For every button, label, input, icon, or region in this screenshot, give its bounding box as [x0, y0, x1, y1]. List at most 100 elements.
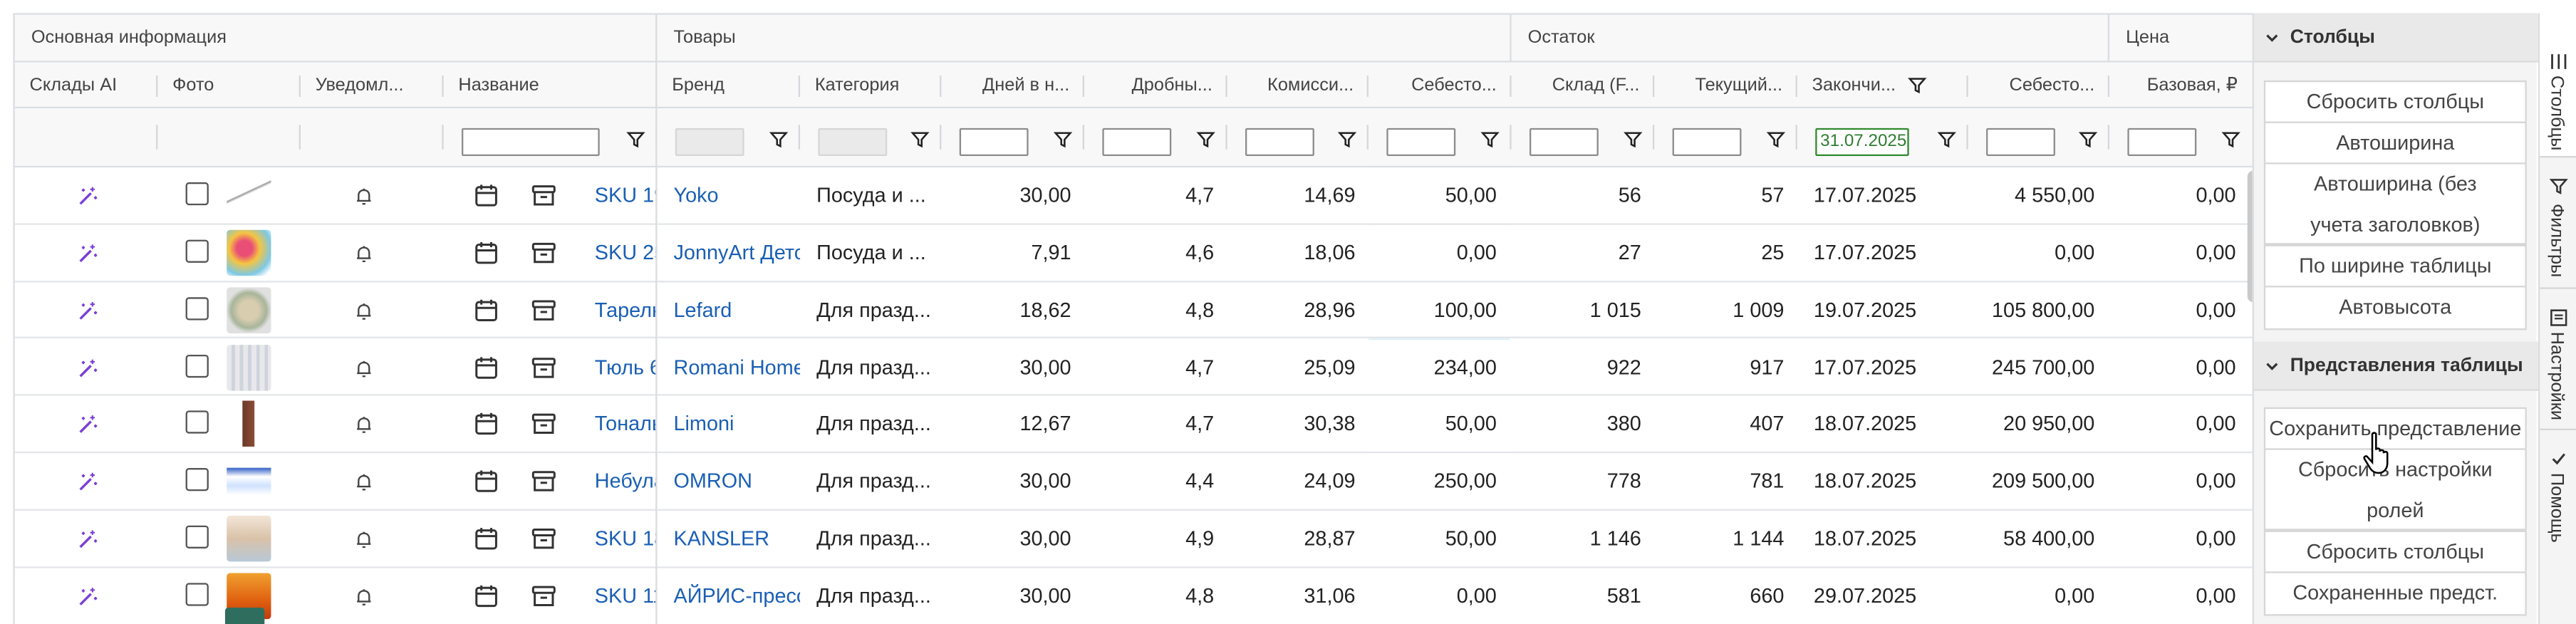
archive-icon[interactable] — [531, 354, 557, 380]
magic-wand-icon[interactable] — [77, 529, 98, 551]
columns-section-header[interactable]: Столбцы — [2253, 13, 2538, 63]
column-resize-handle[interactable] — [298, 76, 301, 98]
column-resize-handle[interactable] — [1366, 76, 1368, 98]
filter-button-icon[interactable] — [769, 130, 789, 150]
filter-input-ends[interactable]: 31.07.2025 — [1815, 128, 1909, 157]
column-resize-handle[interactable] — [1652, 76, 1655, 98]
filter-button-icon[interactable] — [1196, 130, 1216, 150]
filter-input-stock_f[interactable] — [1529, 128, 1599, 157]
product-thumbnail[interactable] — [227, 286, 271, 333]
fit-table-width-button[interactable]: По ширине таблицы — [2263, 244, 2527, 288]
column-resize-handle[interactable] — [2107, 76, 2110, 98]
archive-icon[interactable] — [531, 239, 557, 266]
calendar-icon[interactable] — [473, 469, 499, 495]
magic-wand-icon[interactable] — [77, 300, 98, 321]
tab-columns[interactable]: Столбцы — [2540, 13, 2576, 158]
filter-button-icon[interactable] — [1766, 130, 1786, 150]
saved-views-button[interactable]: Сохраненные предст. — [2263, 571, 2527, 615]
filter-input-days[interactable] — [959, 128, 1029, 157]
column-resize-handle[interactable] — [1225, 76, 1227, 98]
column-header-warehouses_ai[interactable]: Склады AI — [29, 76, 118, 95]
bell-icon[interactable] — [353, 586, 375, 608]
table-row[interactable]: SKU 11 АЙРИС-пресс Для празд... 30,00 4,8 31,… — [14, 568, 2253, 624]
reset-role-settings-button[interactable]: Сбросить настройки ролей — [2263, 448, 2527, 531]
column-resize-handle[interactable] — [1795, 76, 1797, 98]
column-resize-handle[interactable] — [798, 76, 801, 98]
column-resize-handle[interactable] — [1082, 76, 1085, 98]
table-row[interactable]: SKU 25 JonnyArt Детс Посуда и ... 7,91 4,6 18… — [14, 224, 2253, 282]
cell-name[interactable]: SKU 11 — [594, 584, 658, 608]
column-resize-handle[interactable] — [1966, 76, 1968, 98]
tab-filters[interactable]: Фильтры — [2540, 157, 2576, 289]
filter-input-base_price[interactable] — [2127, 128, 2197, 157]
filter-input-name[interactable] — [462, 128, 600, 157]
product-thumbnail[interactable] — [227, 229, 271, 276]
vertical-scrollbar[interactable] — [2247, 170, 2253, 303]
auto-width-no-headers-button[interactable]: Автоширина (без учета заголовков) — [2263, 162, 2527, 245]
product-thumbnail[interactable] — [227, 458, 271, 505]
reset-columns-button[interactable]: Сбросить столбцы — [2263, 80, 2527, 125]
header-filter-active-icon[interactable] — [1907, 76, 1927, 95]
cell-brand[interactable]: JonnyArt Детс — [673, 241, 801, 264]
row-checkbox[interactable] — [185, 525, 209, 549]
calendar-icon[interactable] — [473, 354, 499, 380]
row-checkbox[interactable] — [185, 411, 209, 435]
cell-name[interactable]: SKU 19 — [594, 184, 658, 207]
column-header-photo[interactable]: Фото — [172, 76, 214, 95]
archive-icon[interactable] — [531, 411, 557, 437]
column-header-name[interactable]: Название — [458, 76, 539, 95]
column-resize-handle[interactable] — [156, 76, 158, 98]
column-header-fraction[interactable]: Дробны... — [1131, 76, 1212, 95]
magic-wand-icon[interactable] — [77, 415, 98, 436]
column-header-notify[interactable]: Уведомл... — [315, 76, 404, 95]
table-row[interactable]: Небула OMRON Для празд... 30,00 4,4 24,09 250,… — [14, 453, 2253, 511]
column-header-category[interactable]: Категория — [814, 76, 900, 95]
filter-button-icon[interactable] — [2221, 130, 2241, 150]
filter-button-icon[interactable] — [626, 130, 646, 150]
calendar-icon[interactable] — [473, 411, 499, 437]
calendar-icon[interactable] — [473, 526, 499, 552]
cell-brand[interactable]: Limoni — [673, 412, 734, 436]
column-header-ends[interactable]: Закончи... — [1812, 76, 1896, 95]
row-checkbox[interactable] — [185, 468, 209, 492]
cell-name[interactable]: Тональ — [594, 412, 658, 436]
calendar-icon[interactable] — [473, 583, 499, 609]
table-row[interactable]: SKU 19 Yoko Посуда и ... 30,00 4,7 14,69 50,00… — [14, 167, 2253, 225]
column-header-cost_total[interactable]: Себесто... — [2009, 76, 2095, 95]
column-header-current[interactable]: Текущий... — [1695, 76, 1783, 95]
cell-name[interactable]: SKU 25 — [594, 241, 658, 264]
column-resize-handle[interactable] — [442, 76, 444, 98]
archive-icon[interactable] — [531, 297, 557, 323]
row-checkbox[interactable] — [185, 182, 209, 206]
filter-button-icon[interactable] — [2078, 130, 2098, 150]
filter-input-category[interactable] — [818, 128, 888, 157]
filter-button-icon[interactable] — [910, 130, 930, 150]
product-thumbnail[interactable] — [227, 516, 271, 562]
cell-brand[interactable]: АЙРИС-пресс — [673, 584, 801, 608]
filter-button-icon[interactable] — [1053, 130, 1073, 150]
bell-icon[interactable] — [353, 415, 375, 436]
column-header-brand[interactable]: Бренд — [672, 76, 724, 95]
table-row[interactable]: Тональ Limoni Для празд... 12,67 4,7 30,38 50,… — [14, 396, 2253, 454]
cell-brand[interactable]: OMRON — [673, 469, 753, 494]
column-resize-handle[interactable] — [940, 76, 942, 98]
cell-name[interactable]: Небула — [594, 469, 658, 494]
cell-name[interactable]: Тюль 6 — [594, 355, 658, 379]
cell-brand[interactable]: Yoko — [673, 184, 719, 207]
calendar-icon[interactable] — [473, 297, 499, 323]
cell-brand[interactable]: Lefard — [673, 298, 732, 322]
auto-width-button[interactable]: Автоширина — [2263, 121, 2527, 165]
filter-input-brand[interactable] — [675, 128, 744, 157]
reset-columns-view-button[interactable]: Сбросить столбцы — [2263, 530, 2527, 574]
table-row[interactable]: Тарелк Lefard Для празд... 18,62 4,8 28,96 100… — [14, 281, 2253, 340]
cell-name[interactable]: Тарелк — [594, 298, 658, 322]
archive-icon[interactable] — [531, 526, 557, 552]
filter-input-commission[interactable] — [1245, 128, 1314, 157]
auto-height-button[interactable]: Автовысота — [2263, 286, 2527, 330]
row-checkbox[interactable] — [185, 239, 209, 263]
filter-button-icon[interactable] — [1623, 130, 1643, 150]
magic-wand-icon[interactable] — [77, 185, 98, 207]
column-header-stock_f[interactable]: Склад (F... — [1552, 76, 1640, 95]
archive-icon[interactable] — [531, 469, 557, 495]
tab-settings[interactable]: Настройки — [2540, 289, 2576, 430]
